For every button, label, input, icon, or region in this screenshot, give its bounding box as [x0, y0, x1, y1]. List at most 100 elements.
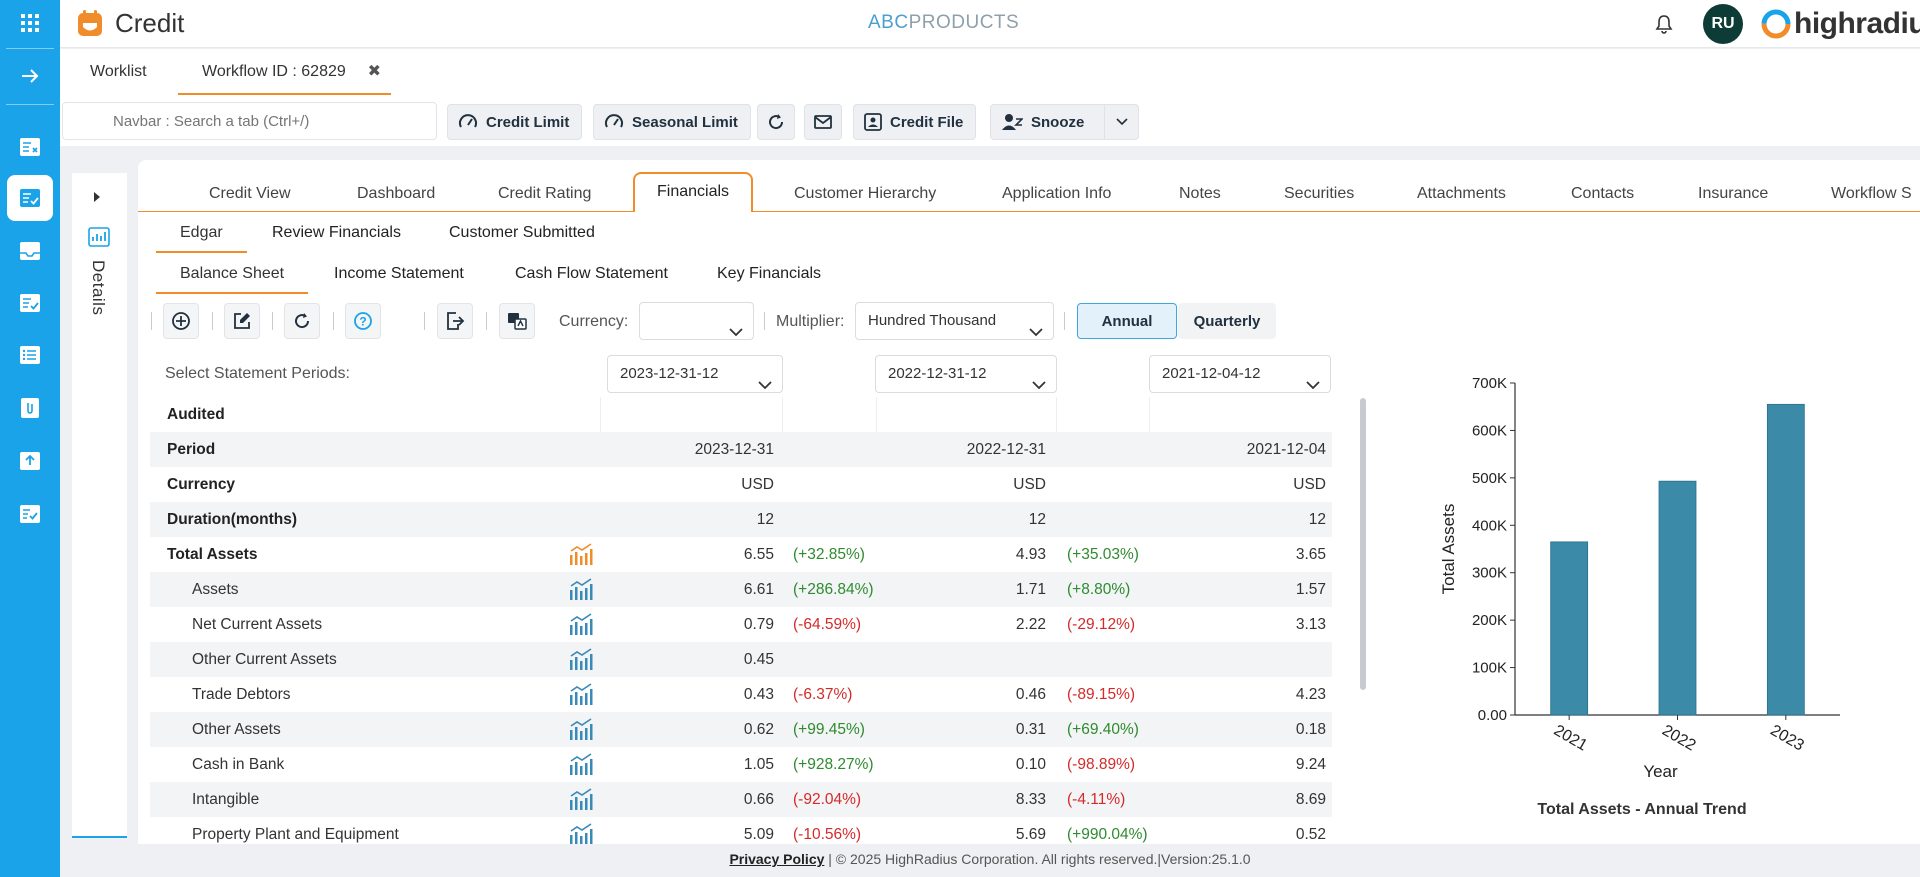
trend-chart-icon[interactable] [568, 542, 594, 566]
bell-icon[interactable] [1648, 8, 1680, 40]
table-row: Audited [150, 397, 1332, 432]
trend-chart-icon[interactable] [568, 682, 594, 706]
snooze-icon [1002, 114, 1023, 130]
table-scrollbar[interactable] [1360, 398, 1366, 690]
seasonal-limit-button[interactable]: Seasonal Limit [593, 104, 751, 140]
table-row: Other Current Assets 0.45 [150, 642, 1332, 677]
subtab-customer-submitted[interactable]: Customer Submitted [449, 224, 595, 241]
subtab-cash-flow-statement[interactable]: Cash Flow Statement [515, 265, 668, 282]
trend-chart-icon[interactable] [568, 612, 594, 636]
annual-toggle[interactable]: Annual [1077, 303, 1177, 339]
trend-chart-icon[interactable] [568, 577, 594, 601]
trend-chart-icon[interactable] [568, 752, 594, 776]
cell-value: 6.55 [743, 546, 774, 563]
period-select-2[interactable]: 2022-12-31-12 [875, 355, 1057, 393]
rail-inbox-icon[interactable] [7, 228, 53, 274]
subtab-review-financials[interactable]: Review Financials [272, 224, 401, 241]
cell-value: USD [1013, 476, 1046, 493]
y-tick-label: 300K [1472, 565, 1507, 582]
tab-worklist[interactable]: Worklist [90, 63, 147, 80]
tab-customer-hierarchy[interactable]: Customer Hierarchy [794, 185, 937, 202]
percent-change: (-92.04%) [793, 791, 862, 808]
cell-value: 2022-12-31 [966, 441, 1046, 458]
tab-workflow-id[interactable]: Workflow ID : 62829 ✖ [178, 59, 391, 95]
rail-tasks-icon[interactable] [7, 280, 53, 326]
refresh-button[interactable] [757, 104, 795, 140]
credit-limit-button[interactable]: Credit Limit [447, 104, 583, 140]
abc-products-logo: ABCPRODUCTS [868, 12, 1020, 33]
divider [333, 312, 334, 330]
credit-file-button[interactable]: Credit File [853, 104, 977, 140]
currency-select[interactable] [639, 302, 754, 340]
subtab-balance-sheet[interactable]: Balance Sheet [156, 265, 309, 294]
tab-workflow-summary[interactable]: Workflow S [1831, 185, 1912, 202]
subtab-edgar[interactable]: Edgar [156, 224, 247, 253]
gauge-icon [459, 114, 477, 128]
trend-chart-icon[interactable] [568, 647, 594, 671]
percent-change: (+8.80%) [1067, 581, 1131, 598]
snooze-button[interactable]: Snooze [990, 104, 1140, 140]
chevron-down-icon [1032, 368, 1046, 404]
caret-right-icon[interactable] [92, 190, 102, 208]
chevron-down-icon[interactable] [1104, 105, 1138, 139]
trend-chart-icon[interactable] [568, 822, 594, 844]
privacy-policy-link[interactable]: Privacy Policy [729, 851, 825, 867]
tab-application-info[interactable]: Application Info [1002, 185, 1112, 202]
balance-sheet-table: Audited Period 2023-12-31 2022-12-31 2021-12… [150, 397, 1332, 844]
rail-approvals-icon[interactable] [7, 491, 53, 537]
percent-change: (-64.59%) [793, 616, 862, 633]
tab-insurance[interactable]: Insurance [1698, 185, 1769, 202]
details-label: Details [89, 260, 108, 316]
period-select-1[interactable]: 2023-12-31-12 [607, 355, 783, 393]
rail-upload-icon[interactable] [7, 438, 53, 484]
total-assets-chart: 0.00 100K 200K 300K 400K 500K 600K 700K 2021 2022… [1420, 360, 1860, 830]
tab-credit-rating[interactable]: Credit Rating [498, 185, 592, 202]
subtab-key-financials[interactable]: Key Financials [717, 265, 822, 282]
table-row: Intangible 0.66 8.33 8.69 (-92.04%) (-4.11%) [150, 782, 1332, 817]
export-button[interactable] [437, 303, 473, 339]
email-button[interactable] [804, 104, 842, 140]
add-button[interactable] [163, 303, 199, 339]
navbar-search[interactable] [62, 102, 437, 140]
period-select-3[interactable]: 2021-12-04-12 [1149, 355, 1331, 393]
tab-securities[interactable]: Securities [1284, 185, 1355, 202]
row-label: Intangible [192, 791, 260, 808]
trend-chart-icon[interactable] [568, 787, 594, 811]
quarterly-toggle[interactable]: Quarterly [1178, 303, 1276, 339]
reload-button[interactable] [284, 303, 320, 339]
column-separator [1056, 397, 1057, 437]
edit-button[interactable] [224, 303, 260, 339]
rail-attachment-icon[interactable] [7, 385, 53, 431]
tab-financials[interactable]: Financials [633, 172, 754, 212]
subtab-income-statement[interactable]: Income Statement [334, 265, 464, 282]
close-icon[interactable]: ✖ [367, 63, 381, 80]
divider [486, 312, 487, 330]
tab-dashboard[interactable]: Dashboard [357, 185, 436, 202]
percent-change: (-98.89%) [1067, 756, 1136, 773]
rail-checklist-icon[interactable] [7, 175, 53, 221]
app-grid-icon[interactable] [7, 0, 53, 46]
rail-list-icon[interactable] [7, 332, 53, 378]
details-panel[interactable] [72, 173, 127, 838]
multiplier-select[interactable]: Hundred Thousand [855, 302, 1054, 340]
divider [151, 312, 152, 330]
app-title: Credit [115, 8, 185, 38]
trend-chart-icon[interactable] [568, 717, 594, 741]
percent-change: (+69.40%) [1067, 721, 1139, 738]
tab-credit-view[interactable]: Credit View [209, 185, 291, 202]
column-separator [782, 397, 783, 437]
avatar[interactable]: RU [1703, 4, 1743, 44]
tab-attachments[interactable]: Attachments [1417, 185, 1506, 202]
help-button[interactable]: ? [345, 303, 381, 339]
copyright-text: | © 2025 HighRadius Corporation. All rig… [824, 851, 1251, 867]
cell-value: 2.22 [1015, 616, 1046, 633]
tab-notes[interactable]: Notes [1179, 185, 1221, 202]
tab-contacts[interactable]: Contacts [1571, 185, 1635, 202]
expand-arrow-icon[interactable] [7, 53, 53, 99]
percent-change: (+990.04%) [1067, 826, 1148, 843]
translate-button[interactable] [499, 303, 535, 339]
cell-value: 0.43 [743, 686, 774, 703]
rail-list-x-icon[interactable] [7, 124, 53, 170]
navbar-search-input[interactable] [63, 103, 436, 139]
cell-value: 12 [756, 511, 774, 528]
